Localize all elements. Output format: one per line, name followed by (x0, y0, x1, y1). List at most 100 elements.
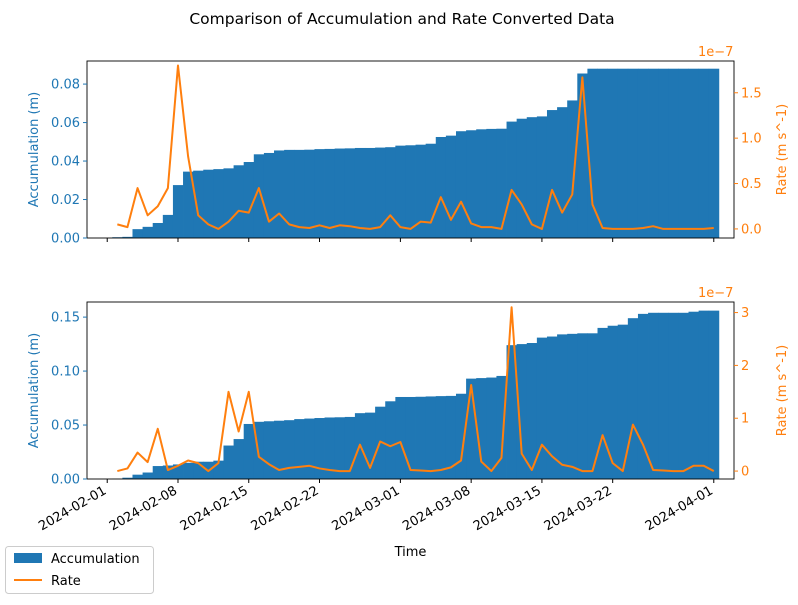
x-tick-label: 2024-04-01 (643, 483, 716, 534)
legend: Accumulation Rate (6, 547, 154, 594)
y2-axis-label: Rate (m s^-1) (775, 345, 790, 437)
y2-offset-label: 1e−7 (698, 45, 733, 60)
accumulation-bar (436, 137, 447, 238)
accumulation-bar (628, 318, 639, 479)
accumulation-bar (699, 311, 710, 479)
accumulation-bar (405, 145, 416, 238)
accumulation-bar (193, 171, 204, 238)
accumulation-bar (557, 107, 568, 238)
y2-tick-label: 1.0 (741, 132, 762, 147)
accumulation-bar (234, 165, 245, 238)
accumulation-bar (517, 119, 528, 238)
accumulation-bar (648, 313, 659, 479)
accumulation-bar (132, 229, 143, 238)
accumulation-bar (355, 148, 366, 238)
accumulation-bar (436, 396, 447, 479)
accumulation-bar (678, 313, 689, 479)
y-tick-label: 0.10 (51, 365, 80, 380)
legend-label-rate: Rate (51, 574, 81, 589)
y2-tick-label: 0 (741, 465, 749, 480)
accumulation-bar (294, 419, 305, 479)
accumulation-bar (244, 162, 255, 238)
x-tick-label: 2024-02-22 (249, 483, 322, 534)
y-tick-label: 0.00 (51, 473, 80, 488)
accumulation-bar (143, 227, 154, 238)
accumulation-bar (496, 129, 507, 238)
accumulation-bar (668, 313, 679, 479)
accumulation-bar (658, 313, 669, 479)
x-tick-label: 2024-03-08 (400, 483, 473, 534)
accumulation-bar (446, 136, 457, 238)
accumulation-bar (618, 69, 629, 238)
y2-tick-label: 1 (741, 412, 749, 427)
y2-tick-label: 0.0 (741, 222, 762, 237)
accumulation-bar (223, 168, 234, 238)
accumulation-bar (264, 421, 275, 479)
accumulation-bar (486, 129, 497, 238)
accumulation-bar (567, 100, 578, 238)
y2-tick-label: 3 (741, 306, 749, 321)
y2-axis-label: Rate (m s^-1) (775, 104, 790, 196)
accumulation-bar (598, 328, 609, 479)
accumulation-bar (274, 150, 285, 238)
accumulation-bar (456, 131, 467, 238)
accumulation-bars (112, 69, 719, 238)
accumulation-bar (557, 334, 568, 479)
accumulation-bar (598, 69, 609, 238)
accumulation-bar (153, 466, 164, 479)
chart-panel-top: 0.000.020.040.060.080.00.51.01.5Accumula… (27, 45, 790, 247)
accumulation-bar (507, 122, 518, 238)
accumulation-bar (628, 69, 639, 238)
accumulation-bar (426, 396, 437, 479)
y-tick-label: 0.00 (51, 232, 80, 247)
y-tick-label: 0.04 (51, 155, 80, 170)
y-axis-label: Accumulation (m) (27, 333, 42, 449)
x-tick-label: 2024-03-01 (329, 483, 402, 534)
accumulation-bar (547, 110, 558, 238)
x-tick-label: 2024-03-15 (471, 483, 544, 534)
accumulation-bar (264, 153, 275, 238)
chart-panels: 0.00 0.02 0.04 0.06 0.08 0.0 0.5 1.0 1.5 Accumula… (27, 45, 790, 560)
accumulation-bar (395, 397, 406, 479)
accumulation-bar (577, 333, 588, 479)
accumulation-bar (385, 401, 396, 479)
x-tick-label: 2024-02-15 (178, 483, 251, 534)
accumulation-bar (689, 69, 700, 238)
accumulation-bar (709, 69, 720, 238)
y2-tick-label: 2 (741, 359, 749, 374)
accumulation-bar (345, 148, 356, 238)
accumulation-bar (527, 117, 538, 238)
accumulation-bar (567, 334, 578, 479)
accumulation-bar (284, 420, 295, 479)
accumulation-bar (648, 69, 659, 238)
accumulation-bar (699, 69, 710, 238)
accumulation-bar (132, 475, 143, 479)
figure-title: Comparison of Accumulation and Rate Conv… (189, 10, 614, 28)
x-tick-label: 2024-02-01 (36, 483, 109, 534)
accumulation-bar (244, 424, 255, 479)
y-tick-label: 0.15 (51, 311, 80, 326)
accumulation-bar (173, 185, 184, 238)
y-tick-label: 0.02 (51, 193, 80, 208)
legend-label-accumulation: Accumulation (51, 552, 140, 567)
accumulation-bar (658, 69, 669, 238)
accumulation-bar (325, 149, 336, 238)
y2-tick-label: 1.5 (741, 86, 762, 101)
y-tick-label: 0.05 (51, 419, 80, 434)
y2-offset-label: 1e−7 (698, 286, 733, 301)
y2-tick-label: 0.5 (741, 177, 762, 192)
y-tick-label: 0.06 (51, 116, 80, 131)
accumulation-bar (486, 378, 497, 479)
accumulation-bar (304, 419, 315, 479)
y-tick-label: 0.08 (51, 78, 80, 93)
accumulation-bar (608, 69, 619, 238)
accumulation-bar (163, 215, 174, 238)
accumulation-bar (294, 150, 305, 238)
accumulation-bar (183, 463, 194, 479)
x-axis-label: Time (394, 545, 427, 560)
accumulation-bar (678, 69, 689, 238)
chart-panel-bottom: 0.00 0.05 0.10 0.15 0 1 2 3 Accumulation (m) Rate… (27, 286, 790, 560)
accumulation-bar (405, 397, 416, 479)
accumulation-bar (234, 439, 245, 479)
